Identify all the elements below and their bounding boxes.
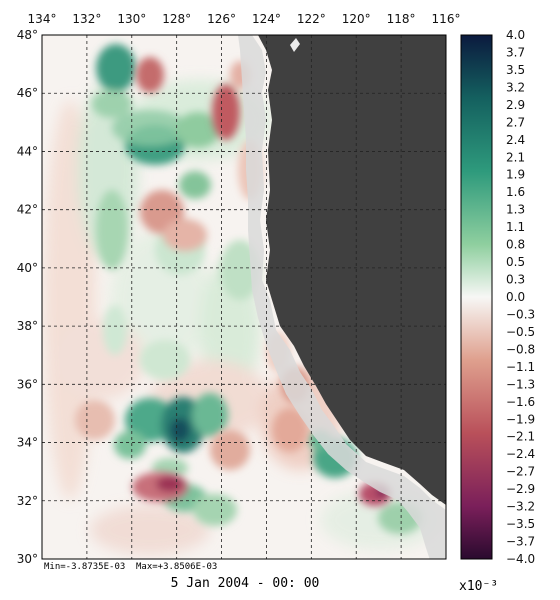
colorbar-tick-label: −2.7: [506, 465, 535, 479]
colorbar-unit: x10⁻³: [459, 579, 498, 594]
longitude-label: 126°: [207, 12, 236, 26]
latitude-label: 30°: [17, 552, 38, 566]
colorbar-tick-label: 0.8: [506, 238, 525, 252]
colorbar-tick-label: −1.3: [506, 377, 535, 391]
colorbar-tick-label: −3.5: [506, 517, 535, 531]
colorbar-tick-label: 1.1: [506, 220, 525, 234]
latitude-labels: 48° 46° 44° 42° 40° 38° 36° 34° 32° 30°: [17, 28, 38, 566]
longitude-label: 134°: [28, 12, 57, 26]
plot-frame: [41, 34, 447, 560]
colorbar-tick-label: 1.6: [506, 185, 525, 199]
latitude-label: 38°: [17, 319, 38, 333]
colorbar-tick-label: 3.7: [506, 45, 525, 59]
latitude-label: 34°: [17, 436, 38, 450]
colorbar-tick-label: 2.4: [506, 133, 525, 147]
colorbar-tick-label: 0.3: [506, 273, 525, 287]
latitude-label: 36°: [17, 377, 38, 391]
colorbar-tick-label: −3.2: [506, 500, 535, 514]
colorbar-tick-label: −0.5: [506, 325, 535, 339]
latitude-label: 46°: [17, 86, 38, 100]
longitude-label: 118°: [387, 12, 416, 26]
anomaly-field: [44, 35, 446, 559]
max-value-text: Max=+3.8506E-03: [136, 562, 217, 572]
colorbar-tick-label: 0.5: [506, 255, 525, 269]
colorbar-tick-label: 2.9: [506, 98, 525, 112]
longitude-label: 122°: [297, 12, 326, 26]
longitude-labels: 134° 132° 130° 128° 126° 124° 122° 120° 118° 116°: [28, 12, 461, 26]
longitude-label: 130°: [117, 12, 146, 26]
colorbar-tick-label: −2.9: [506, 482, 535, 496]
longitude-label: 124°: [252, 12, 281, 26]
coastal-band: [238, 35, 446, 559]
colorbar-tick-label: −0.8: [506, 342, 535, 356]
colorbar-tick-label: −1.6: [506, 395, 535, 409]
land-mass: [258, 35, 446, 505]
min-value-text: Min=-3.8735E-03: [44, 562, 125, 572]
colorbar-tick-label: −2.4: [506, 447, 535, 461]
date-time-label: 5 Jan 2004 - 00: 00: [171, 576, 320, 591]
colorbar-tick-label: 2.1: [506, 150, 525, 164]
latitude-label: 48°: [17, 28, 38, 42]
colorbar-tick-label: −0.3: [506, 307, 535, 321]
colorbar-tick-label: 1.3: [506, 203, 525, 217]
colorbar-tick-label: −1.1: [506, 360, 535, 374]
colorbar-tick-label: −3.7: [506, 535, 535, 549]
longitude-label: 132°: [72, 12, 101, 26]
latitude-label: 42°: [17, 203, 38, 217]
colorbar-tick-label: −2.1: [506, 430, 535, 444]
colorbar-ticks: 4.0 3.7 3.5 3.2 2.9 2.7 2.4 2.1 1.9 1.6 1.3 1.1 0.8 0…: [506, 28, 535, 566]
latitude-label: 40°: [17, 261, 38, 275]
latitude-label: 32°: [17, 494, 38, 508]
colorbar-tick-label: 3.5: [506, 63, 525, 77]
latitude-label: 44°: [17, 144, 38, 158]
colorbar-tick-label: 0.0: [506, 290, 525, 304]
longitude-label: 128°: [162, 12, 191, 26]
longitude-label: 120°: [342, 12, 371, 26]
colorbar-tick-label: −1.9: [506, 412, 535, 426]
colorbar-tick-label: 3.2: [506, 80, 525, 94]
colorbar-tick-label: 1.9: [506, 168, 525, 182]
colorbar-tick-label: −4.0: [506, 552, 535, 566]
longitude-label: 116°: [432, 12, 461, 26]
colorbar: [460, 34, 493, 560]
colorbar-tick-label: 4.0: [506, 28, 525, 42]
graticule: [42, 35, 446, 559]
colorbar-tick-label: 2.7: [506, 115, 525, 129]
